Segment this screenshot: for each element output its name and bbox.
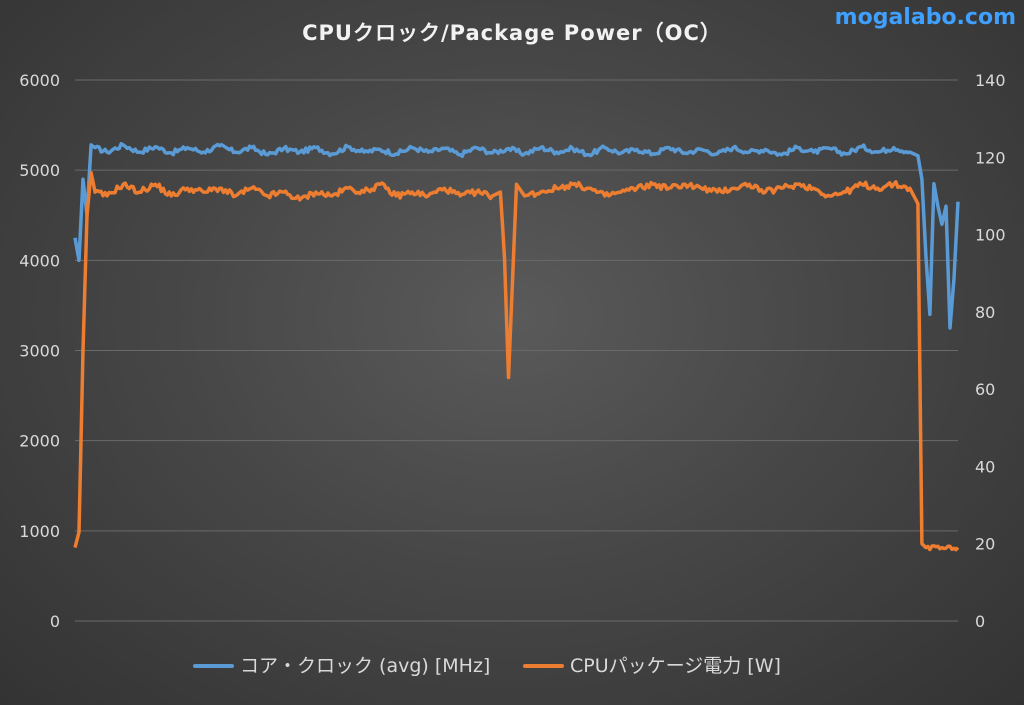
left-tick-label: 2000 [19, 432, 60, 451]
gridlines [75, 79, 958, 622]
right-tick-label: 100 [975, 226, 1006, 245]
left-tick-label: 4000 [19, 251, 60, 270]
series-line-package-power [73, 170, 960, 552]
left-tick-label: 6000 [19, 71, 60, 90]
series-line-core-clock [73, 141, 960, 330]
right-tick-label: 120 [975, 148, 1006, 167]
series-lines [73, 141, 960, 552]
right-tick-label: 80 [975, 303, 995, 322]
right-tick-label: 140 [975, 71, 1006, 90]
right-axis-ticks: 0 20 40 60 80 100 120 140 [975, 71, 1006, 631]
left-axis-ticks: 0 1000 2000 3000 4000 5000 6000 [19, 71, 60, 631]
legend-label-clock: コア・クロック (avg) [MHz] [240, 655, 490, 677]
left-tick-label: 0 [50, 612, 60, 631]
legend-label-power: CPUパッケージ電力 [W] [570, 655, 781, 677]
right-tick-label: 60 [975, 380, 995, 399]
left-tick-label: 1000 [19, 522, 60, 541]
right-tick-label: 20 [975, 535, 995, 554]
left-tick-label: 3000 [19, 342, 60, 361]
left-tick-label: 5000 [19, 161, 60, 180]
watermark-text: mogalabo.com [835, 5, 1016, 30]
right-tick-label: 40 [975, 457, 995, 476]
legend: コア・クロック (avg) [MHz] CPUパッケージ電力 [W] [193, 655, 781, 677]
right-tick-label: 0 [975, 612, 985, 631]
chart-title: CPUクロック/Package Power（OC） [302, 21, 722, 45]
